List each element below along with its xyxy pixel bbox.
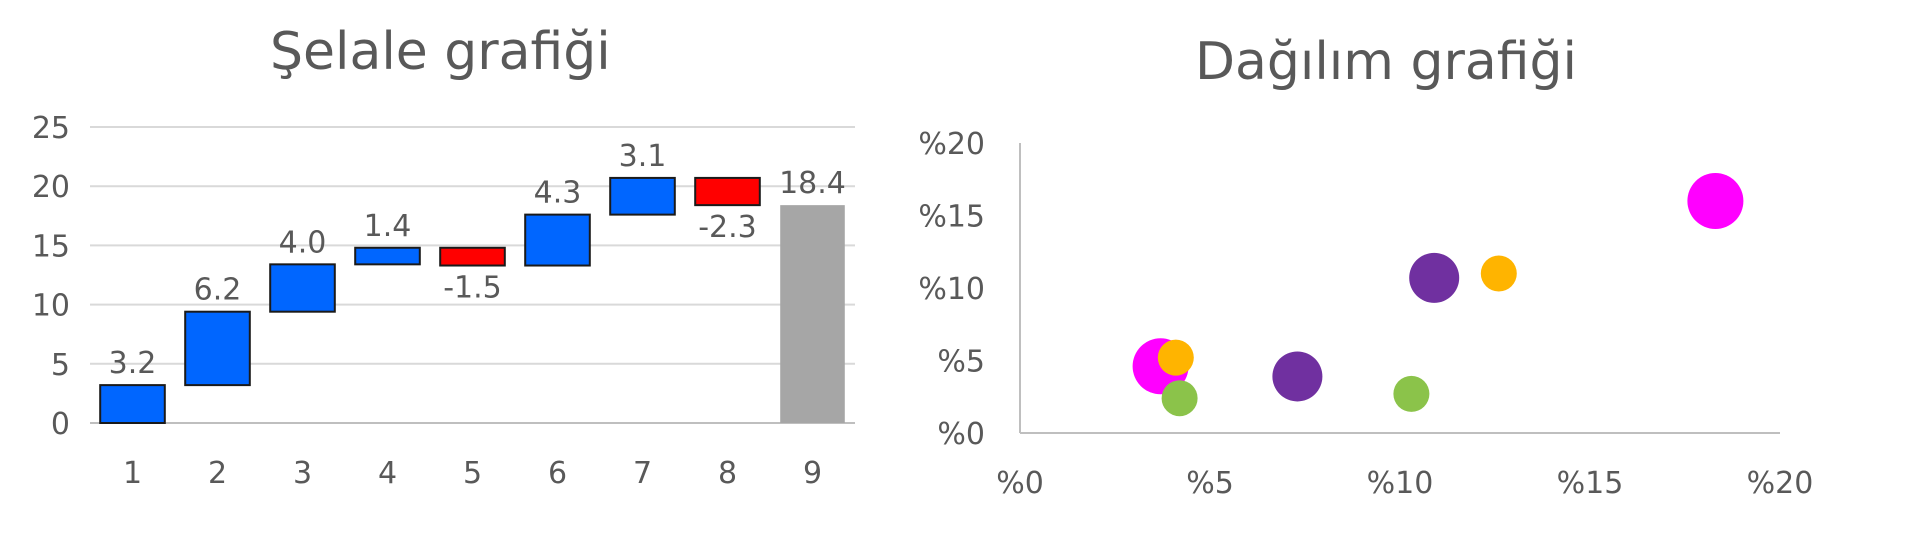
increase-bar [99, 384, 166, 424]
data-label: 3.1 [619, 139, 667, 174]
scatter-point [1480, 255, 1517, 292]
scatter-point [1161, 380, 1198, 417]
y-tick-label: %0 [937, 417, 985, 452]
increase-bar [524, 213, 591, 267]
y-tick-label: 15 [32, 229, 70, 264]
x-tick-label: 7 [633, 456, 652, 491]
data-label: 4.0 [279, 225, 327, 260]
x-tick-label: %5 [1186, 466, 1234, 501]
y-tick-label: %5 [937, 345, 985, 380]
y-tick-label: 5 [51, 348, 70, 383]
x-tick-label: %15 [1557, 466, 1624, 501]
scatter-point [1409, 252, 1460, 303]
x-tick-label: %20 [1747, 466, 1814, 501]
y-tick-label: 0 [51, 407, 70, 442]
y-tick-label: %20 [918, 127, 985, 162]
increase-bar [609, 176, 676, 216]
waterfall-chart-title: Şelale grafiği [270, 22, 611, 82]
increase-bar [269, 263, 336, 313]
waterfall-chart: 0 5 10 15 20 25 3.2 1 6.2 2 4.0 3 1.4 4 -1.5 5 4.3 6 3.1 7 -… [32, 111, 855, 491]
data-label: 6.2 [194, 273, 242, 308]
y-tick-label: 20 [32, 170, 70, 205]
y-tick-label: 10 [32, 289, 70, 324]
scatter-chart-panel: Dağılım grafiği %0 %5 %10 %15 %20 %0 %5 %10 %15%… [880, 0, 1920, 560]
x-tick-label: 6 [548, 456, 567, 491]
data-label: -1.5 [443, 271, 502, 306]
scatter-point [1157, 339, 1194, 376]
increase-bar [184, 310, 251, 387]
x-tick-label: 2 [208, 456, 227, 491]
scatter-point [1272, 351, 1323, 402]
increase-bar [354, 246, 421, 266]
data-label: 4.3 [534, 176, 582, 211]
scatter-chart-title: Dağılım grafiği [1195, 32, 1577, 92]
y-tick-label: %10 [918, 272, 985, 307]
waterfall-chart-panel: Şelale grafiği 0 5 10 15 20 25 3.2 1 6.2 2 4.0 3 1.4… [0, 0, 880, 560]
data-label: 18.4 [779, 166, 846, 201]
data-label: 3.2 [109, 346, 157, 381]
y-tick-label: %15 [918, 200, 985, 235]
scatter-point [1687, 173, 1744, 229]
total-bar [780, 205, 845, 423]
data-label: 1.4 [364, 209, 412, 244]
scatter-point [1393, 375, 1430, 412]
x-tick-label: 9 [803, 456, 822, 491]
y-tick-label: 25 [32, 111, 70, 146]
x-tick-label: 1 [123, 456, 142, 491]
data-label: -2.3 [698, 210, 757, 245]
decrease-bar [439, 246, 506, 267]
scatter-chart: %0 %5 %10 %15 %20 %0 %5 %10 %15 %20 [918, 127, 1814, 501]
decrease-bar [694, 176, 761, 207]
x-tick-label: 5 [463, 456, 482, 491]
x-tick-label: %10 [1367, 466, 1434, 501]
x-tick-label: 8 [718, 456, 737, 491]
x-tick-label: 4 [378, 456, 397, 491]
x-tick-label: 3 [293, 456, 312, 491]
x-tick-label: %0 [996, 466, 1044, 501]
